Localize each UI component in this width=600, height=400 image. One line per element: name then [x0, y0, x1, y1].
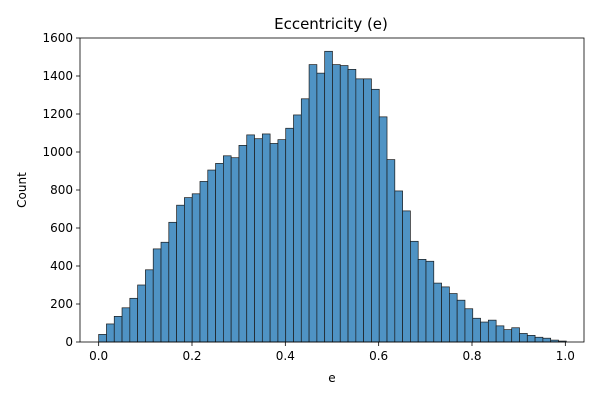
histogram-bar — [472, 317, 481, 343]
x-tick-label: 0.2 — [182, 349, 201, 363]
histogram-bar — [129, 297, 138, 343]
y-axis-ticks: 0 200 400 600 800 1000 1200 1400 1600 — [42, 31, 80, 349]
histogram-bar — [106, 323, 115, 343]
y-tick-label: 1000 — [42, 145, 73, 159]
histogram-bar — [371, 88, 380, 343]
histogram-bar — [503, 329, 513, 343]
x-axis-label: e — [328, 371, 335, 385]
x-tick-label: 1.0 — [556, 349, 575, 363]
histogram-bar — [168, 221, 177, 343]
histogram-bar — [495, 325, 505, 343]
histogram-bar — [137, 284, 146, 343]
histogram-bar — [339, 65, 349, 343]
x-tick-label: 0.0 — [89, 349, 108, 363]
y-tick-label: 1600 — [42, 31, 73, 45]
histogram-bar — [449, 293, 458, 343]
histogram-bar — [254, 138, 263, 343]
histogram-bar — [191, 193, 201, 343]
histogram-bar — [378, 116, 388, 343]
histogram-bar — [433, 282, 442, 343]
histogram-bar — [487, 319, 497, 343]
y-tick-label: 800 — [50, 183, 73, 197]
histogram-bar — [308, 64, 318, 343]
bars-group — [98, 50, 567, 343]
y-axis-label: Count — [15, 172, 29, 208]
histogram-bar — [215, 163, 224, 343]
histogram-bar — [113, 316, 123, 343]
y-tick-label: 200 — [50, 297, 73, 311]
x-axis-ticks: 0.0 0.2 0.4 0.6 0.8 1.0 — [89, 342, 575, 363]
y-tick-label: 1400 — [42, 69, 73, 83]
histogram-bar — [441, 286, 450, 343]
histogram-bar — [324, 50, 333, 343]
x-tick-label: 0.8 — [462, 349, 481, 363]
histogram-bar — [511, 327, 520, 343]
histogram-bar — [417, 259, 427, 343]
histogram-bar — [293, 114, 302, 343]
histogram-bar — [363, 78, 372, 343]
histogram-bar — [277, 139, 287, 343]
plot-frame — [79, 37, 585, 343]
histogram-bar — [98, 334, 107, 343]
histogram-bar — [145, 269, 154, 343]
histogram-bar — [121, 307, 131, 343]
histogram-bar — [542, 337, 552, 343]
histogram-bar — [316, 72, 326, 343]
histogram-bar — [160, 241, 170, 343]
histogram-bar — [534, 336, 544, 343]
x-tick-label: 0.6 — [369, 349, 388, 363]
y-tick-label: 400 — [50, 259, 73, 273]
histogram-bar — [223, 155, 232, 343]
histogram-bar — [480, 321, 489, 343]
histogram-bar — [207, 169, 216, 343]
histogram-bar — [199, 181, 209, 343]
x-tick-label: 0.4 — [276, 349, 295, 363]
chart-title: Eccentricity (e) — [274, 15, 388, 33]
histogram-bar — [246, 134, 255, 343]
histogram-bar — [152, 248, 162, 343]
y-tick-label: 0 — [65, 335, 73, 349]
histogram-bar — [332, 64, 341, 343]
histogram-bar — [300, 98, 310, 343]
histogram-bar — [386, 159, 396, 343]
histogram-bar — [464, 308, 474, 343]
histogram-bar — [456, 299, 466, 343]
histogram-bar — [269, 143, 279, 343]
histogram-bar — [394, 190, 403, 343]
histogram-bar — [184, 197, 193, 343]
histogram-bar — [355, 78, 364, 343]
y-tick-label: 1200 — [42, 107, 73, 121]
histogram-bar — [425, 260, 435, 343]
histogram-bar — [347, 68, 357, 343]
histogram-bar — [526, 335, 536, 343]
histogram-bar — [402, 210, 411, 343]
histogram-bar — [176, 204, 185, 343]
y-tick-label: 600 — [50, 221, 73, 235]
histogram-bar — [238, 145, 248, 343]
histogram-bar — [285, 127, 294, 343]
histogram-bar — [261, 133, 271, 343]
histogram-bar — [410, 240, 419, 343]
histogram-bar — [230, 157, 240, 343]
histogram-bar — [519, 333, 528, 343]
